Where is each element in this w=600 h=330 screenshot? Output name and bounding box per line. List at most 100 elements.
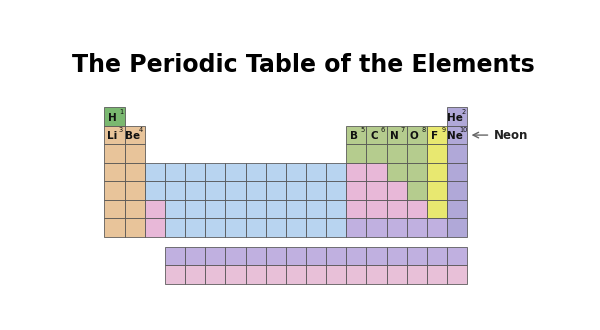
Bar [205, 200, 226, 218]
Bar [386, 163, 407, 181]
Text: N: N [390, 131, 398, 141]
Bar [346, 144, 367, 163]
Bar [125, 181, 145, 200]
Bar [306, 181, 326, 200]
Text: 7: 7 [401, 127, 405, 133]
Bar [407, 163, 427, 181]
Bar [346, 181, 367, 200]
Bar [286, 247, 306, 265]
Bar [245, 163, 266, 181]
Bar [306, 218, 326, 237]
Bar [125, 144, 145, 163]
Text: 9: 9 [442, 127, 445, 133]
Bar [346, 126, 367, 144]
Bar [125, 126, 145, 144]
Bar [367, 247, 386, 265]
Bar [386, 265, 407, 284]
Bar [286, 218, 306, 237]
Bar [326, 200, 346, 218]
Bar [306, 200, 326, 218]
Bar [367, 265, 386, 284]
Text: C: C [370, 131, 378, 141]
Bar [427, 218, 447, 237]
Text: 1: 1 [119, 109, 123, 115]
Bar [326, 247, 346, 265]
Bar [447, 163, 467, 181]
Bar [386, 144, 407, 163]
Bar [185, 181, 205, 200]
Bar [306, 265, 326, 284]
Bar [407, 265, 427, 284]
Text: F: F [431, 131, 438, 141]
Bar [427, 247, 447, 265]
Bar [104, 107, 125, 126]
Bar [386, 247, 407, 265]
Bar [447, 218, 467, 237]
Bar [447, 200, 467, 218]
Bar [185, 218, 205, 237]
Bar [386, 218, 407, 237]
Bar [165, 247, 185, 265]
Text: 4: 4 [139, 127, 143, 133]
Bar [427, 200, 447, 218]
Bar [226, 265, 245, 284]
Bar [326, 218, 346, 237]
Bar [226, 181, 245, 200]
Bar [125, 163, 145, 181]
Bar [367, 200, 386, 218]
Bar [245, 247, 266, 265]
Bar [145, 200, 165, 218]
Bar [104, 126, 125, 144]
Bar [104, 163, 125, 181]
Bar [286, 163, 306, 181]
Bar [386, 200, 407, 218]
Bar [427, 265, 447, 284]
Bar [125, 200, 145, 218]
Text: 2: 2 [461, 109, 466, 115]
Text: B: B [350, 131, 358, 141]
Bar [226, 247, 245, 265]
Bar [165, 181, 185, 200]
Bar [447, 107, 467, 126]
Bar [185, 200, 205, 218]
Bar [367, 163, 386, 181]
Bar [205, 265, 226, 284]
Bar [306, 163, 326, 181]
Bar [266, 265, 286, 284]
Text: Be: Be [125, 131, 140, 141]
Bar [447, 126, 467, 144]
Bar [427, 181, 447, 200]
Bar [165, 163, 185, 181]
Text: The Periodic Table of the Elements: The Periodic Table of the Elements [72, 53, 535, 78]
Bar [125, 218, 145, 237]
Bar [165, 218, 185, 237]
Bar [104, 200, 125, 218]
Text: 8: 8 [421, 127, 425, 133]
Bar [427, 126, 447, 144]
Bar [145, 181, 165, 200]
Bar [205, 181, 226, 200]
Text: 5: 5 [361, 127, 365, 133]
Bar [104, 181, 125, 200]
Bar [427, 144, 447, 163]
Text: Neon: Neon [493, 129, 528, 142]
Bar [346, 265, 367, 284]
Bar [286, 181, 306, 200]
Bar [367, 181, 386, 200]
Bar [386, 181, 407, 200]
Bar [427, 163, 447, 181]
Bar [104, 218, 125, 237]
Bar [266, 218, 286, 237]
Bar [245, 218, 266, 237]
Text: He: He [447, 113, 463, 122]
Bar [346, 163, 367, 181]
Bar [266, 181, 286, 200]
Bar [447, 181, 467, 200]
Bar [205, 163, 226, 181]
Text: O: O [410, 131, 419, 141]
Bar [407, 126, 427, 144]
Text: 3: 3 [119, 127, 123, 133]
Bar [407, 247, 427, 265]
Bar [145, 218, 165, 237]
Bar [326, 163, 346, 181]
